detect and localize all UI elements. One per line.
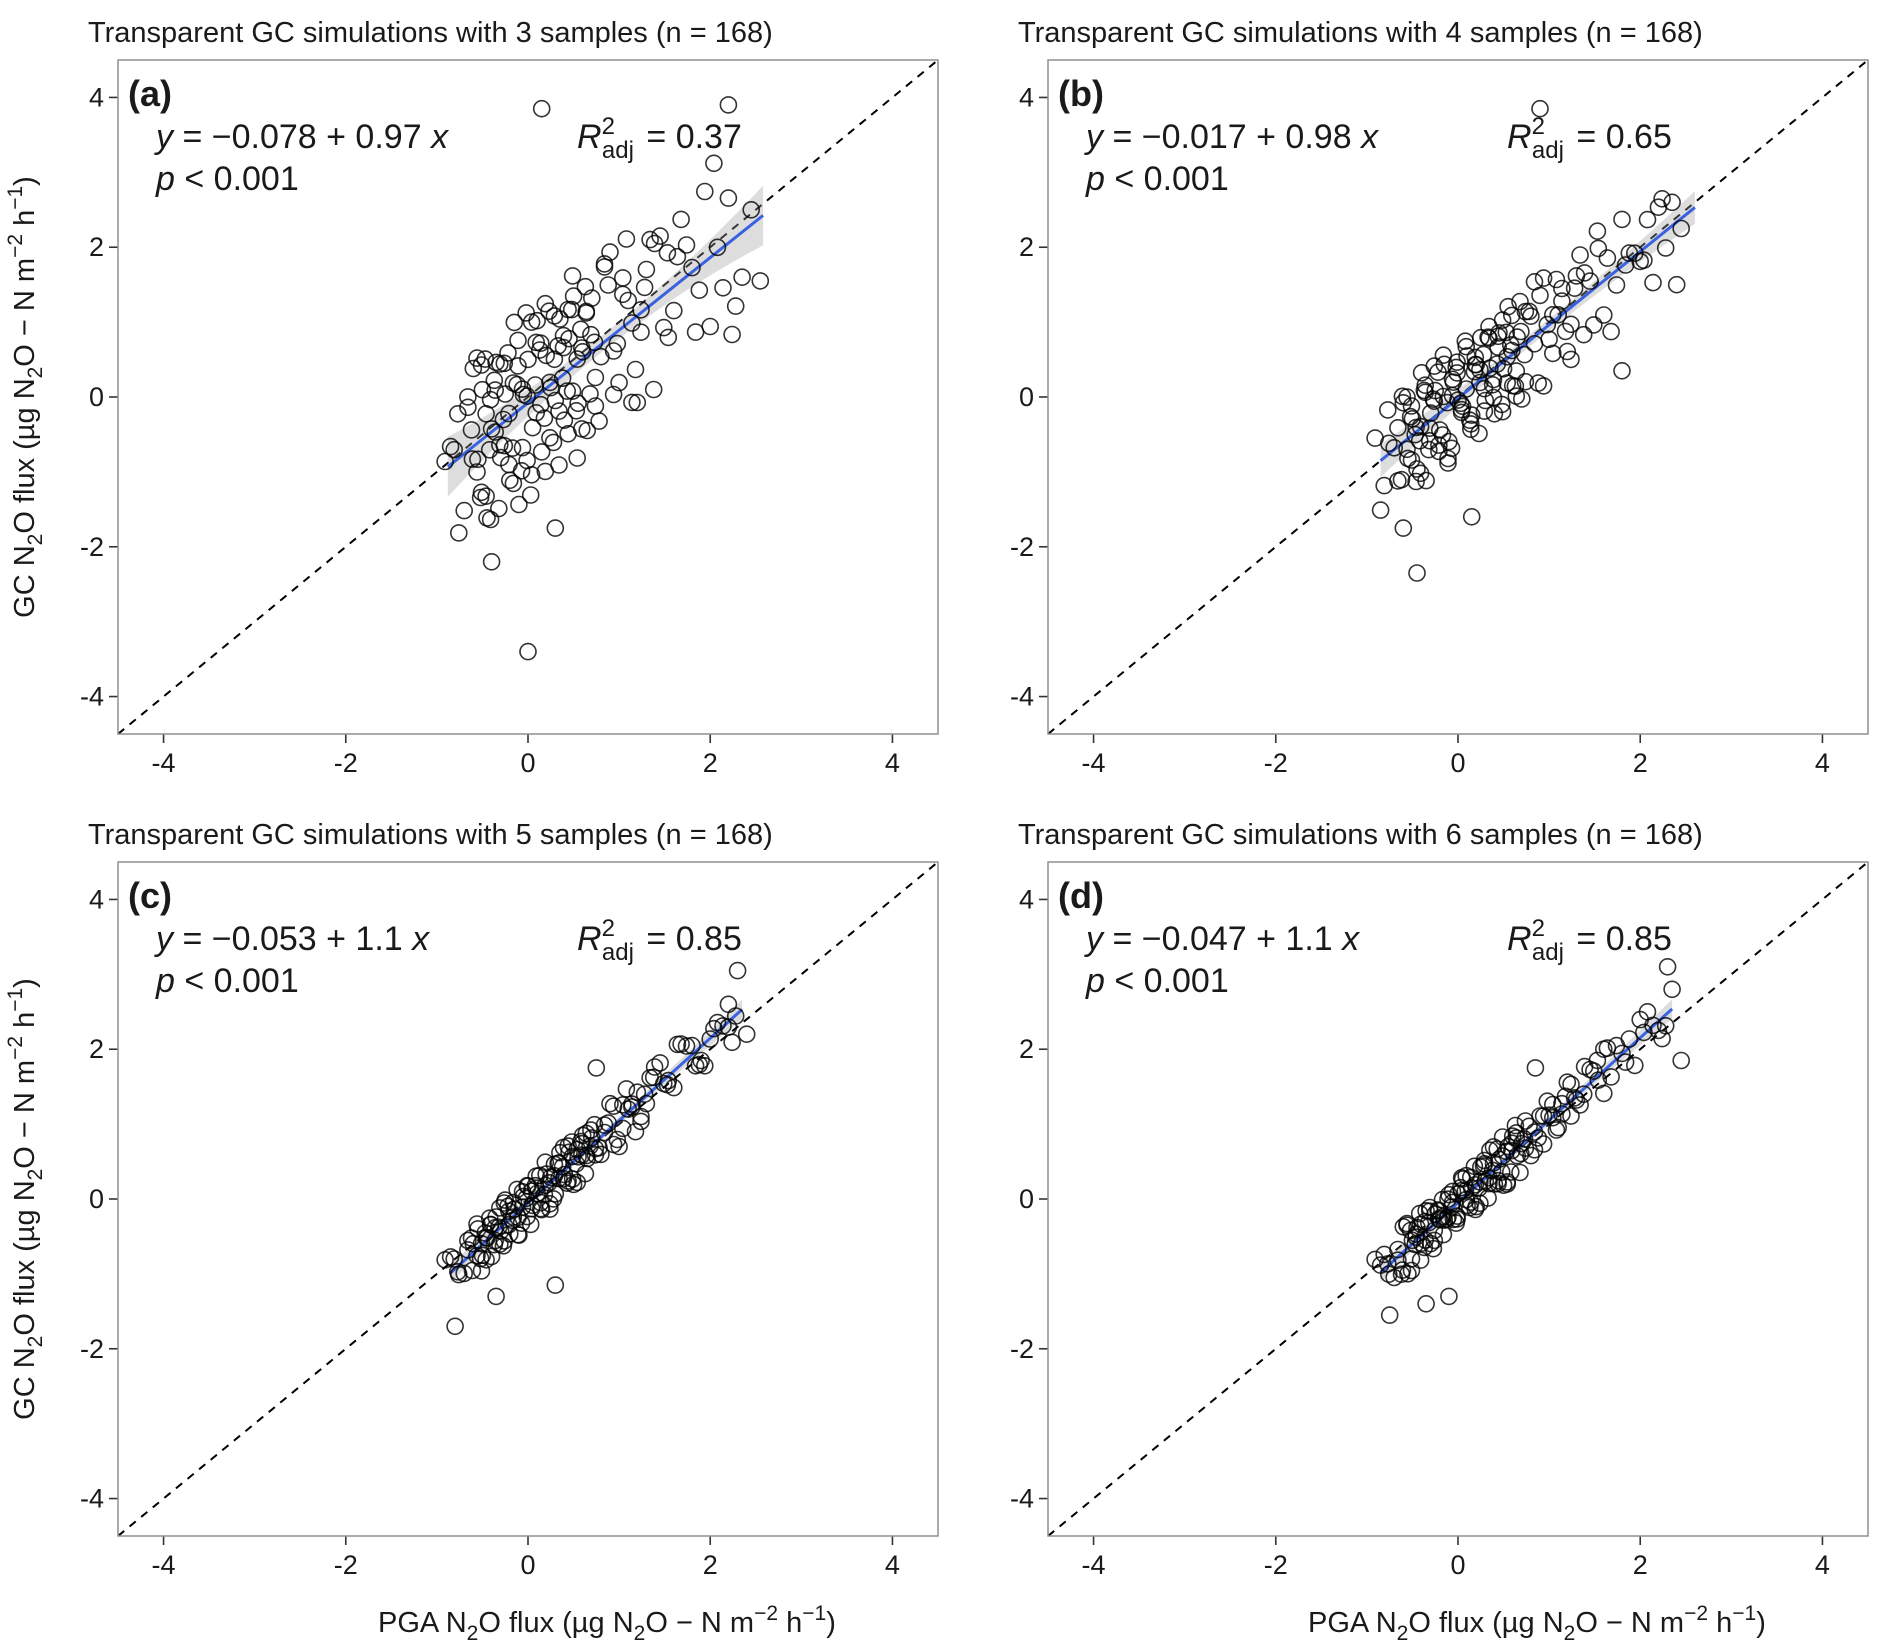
x-tick-label: 2 [703,1550,718,1580]
scatter-points [436,96,770,661]
equation-text: y = −0.047 + 1.1 x [1084,920,1360,958]
y-tick-label: -2 [1010,532,1034,562]
x-tick-label: 2 [1633,748,1648,778]
panel-a-title: Transparent GC simulations with 3 sample… [88,17,773,49]
x-tick-label: 0 [520,748,535,778]
x-tick-label: 2 [703,748,718,778]
y-tick-label: 2 [1019,1034,1034,1064]
y-axis-title: GC N2O flux (µg N2O − N m−2 h−1) [4,978,47,1420]
y-tick-label: 2 [89,1034,104,1064]
y-tick-label: -2 [80,1334,104,1364]
scatter-points [1366,99,1691,582]
identity-line [117,59,939,735]
panel-b-title: Transparent GC simulations with 4 sample… [1018,17,1703,49]
p-value-text: p < 0.001 [1085,962,1229,1000]
panel-border [117,59,939,735]
equation-text: y = −0.053 + 1.1 x [154,920,430,958]
x-tick-label: 0 [1450,748,1465,778]
x-tick-label: -2 [334,1550,358,1580]
x-tick-label: 0 [520,1550,535,1580]
panel-label: (a) [128,73,172,114]
r-squared-text: R2 adj = 0.65 [1507,113,1672,164]
y-tick-label: 0 [89,1184,104,1214]
panel-c-title: Transparent GC simulations with 5 sample… [88,819,773,851]
axes: -4 -4 -2 -2 0 0 2 2 4 4 [1010,82,1830,778]
y-tick-label: 4 [89,82,104,112]
axes: -4 -4 -2 -2 0 0 2 2 4 4 [1010,884,1830,1580]
regression-line [446,214,765,468]
r-squared-text: R2 adj = 0.85 [577,915,742,966]
p-value-text: p < 0.001 [155,160,299,198]
y-tick-label: 2 [1019,232,1034,262]
panel-label: (b) [1058,73,1104,114]
y-tick-label: -4 [80,682,104,712]
r-squared-text: R2 adj = 0.37 [577,113,742,164]
panel-d-plot: -4 -4 -2 -2 0 0 2 2 4 4 (d) y = −0.047 + 1.1 x R2 adj… [1010,861,1869,1645]
panel-border [1047,59,1869,735]
x-tick-label: 0 [1450,1550,1465,1580]
panel-c-plot: -4 -4 -2 -2 0 0 2 2 4 4 (c) y = −0.053 + 1.1 x R2 adj… [4,861,939,1645]
y-tick-label: 4 [89,884,104,914]
p-value-text: p < 0.001 [1085,160,1229,198]
panel-label: (c) [128,875,172,916]
x-tick-label: -2 [1264,748,1288,778]
axes: -4 -4 -2 -2 0 0 2 2 4 4 [80,884,900,1580]
equation-text: y = −0.078 + 0.97 x [154,118,449,156]
x-tick-label: -2 [1264,1550,1288,1580]
panel-label: (d) [1058,875,1104,916]
panel-border [117,861,939,1537]
p-value-text: p < 0.001 [155,962,299,1000]
x-tick-label: -2 [334,748,358,778]
x-tick-label: 4 [885,748,900,778]
x-tick-label: 4 [1815,748,1830,778]
x-tick-label: -4 [152,748,176,778]
panel-d-title: Transparent GC simulations with 6 sample… [1018,819,1703,851]
x-tick-label: 2 [1633,1550,1648,1580]
y-tick-label: 0 [1019,382,1034,412]
y-tick-label: 4 [1019,884,1034,914]
y-axis-title: GC N2O flux (µg N2O − N m−2 h−1) [4,176,47,618]
panel-a-plot: -4 -4 -2 -2 0 0 2 2 4 4 (a) y = −0.078 + 0.97 x R2 ad… [4,59,939,778]
x-tick-label: 4 [1815,1550,1830,1580]
panel-d: Transparent GC simulations with 6 sample… [962,798,1892,1652]
y-tick-label: 4 [1019,82,1034,112]
panel-c: Transparent GC simulations with 5 sample… [0,798,962,1652]
y-tick-label: -4 [80,1484,104,1514]
y-tick-label: -4 [1010,1484,1034,1514]
x-axis-title: PGA N2O flux (µg N2O − N m−2 h−1) [1308,1602,1766,1645]
panel-b-plot: -4 -4 -2 -2 0 0 2 2 4 4 (b) y = −0.017 + 0.98 x R2 ad… [1010,59,1869,778]
axes: -4 -4 -2 -2 0 0 2 2 4 4 [80,82,900,778]
panel-a: Transparent GC simulations with 3 sample… [0,6,962,798]
x-tick-label: -4 [1082,748,1106,778]
equation-text: y = −0.017 + 0.98 x [1084,118,1379,156]
scatter-points [436,961,756,1336]
r-squared-text: R2 adj = 0.85 [1507,915,1672,966]
y-tick-label: 0 [89,382,104,412]
y-tick-label: -2 [1010,1334,1034,1364]
panel-border [1047,861,1869,1537]
scatter-points [1366,958,1691,1324]
y-tick-label: -4 [1010,682,1034,712]
y-tick-label: 0 [1019,1184,1034,1214]
panel-b: Transparent GC simulations with 4 sample… [962,6,1892,798]
x-axis-title: PGA N2O flux (µg N2O − N m−2 h−1) [378,1602,836,1645]
x-tick-label: -4 [1082,1550,1106,1580]
x-tick-label: 4 [885,1550,900,1580]
x-tick-label: -4 [152,1550,176,1580]
y-tick-label: 2 [89,232,104,262]
y-tick-label: -2 [80,532,104,562]
